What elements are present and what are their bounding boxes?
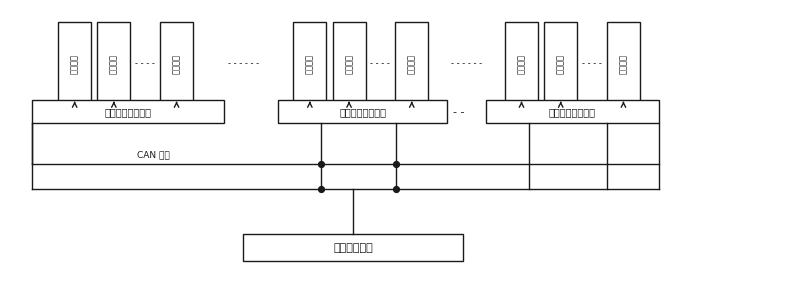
Bar: [58, 22, 91, 106]
Text: 电池模块: 电池模块: [345, 54, 354, 74]
Text: 电池模块: 电池模块: [110, 54, 118, 74]
Text: 电池模块: 电池模块: [306, 54, 314, 74]
Bar: [98, 22, 130, 106]
Text: - - - -: - - - -: [135, 59, 155, 68]
Text: 远程数据采集单元: 远程数据采集单元: [339, 107, 386, 117]
Text: 电池模块: 电池模块: [407, 54, 416, 74]
Text: 远程数据采集单元: 远程数据采集单元: [104, 107, 151, 117]
Bar: [607, 22, 640, 106]
Text: 电池管理模块: 电池管理模块: [333, 243, 373, 253]
Text: 电池模块: 电池模块: [70, 54, 79, 74]
Text: 电池模块: 电池模块: [517, 54, 526, 74]
Bar: [278, 100, 447, 123]
Bar: [505, 22, 538, 106]
Text: - - - -: - - - -: [582, 59, 602, 68]
Text: 远程数据采集单元: 远程数据采集单元: [549, 107, 596, 117]
Bar: [243, 234, 462, 261]
Bar: [294, 22, 326, 106]
Text: 电池模块: 电池模块: [556, 54, 566, 74]
Bar: [31, 100, 224, 123]
Bar: [544, 22, 577, 106]
Text: 电池模块: 电池模块: [172, 54, 181, 74]
Text: 电池模块: 电池模块: [619, 54, 628, 74]
Bar: [333, 22, 366, 106]
Text: - - - - - -: - - - - - -: [228, 59, 258, 68]
Text: - - - -: - - - -: [370, 59, 390, 68]
Text: - - - - - -: - - - - - -: [451, 59, 482, 68]
Bar: [160, 22, 193, 106]
Bar: [395, 22, 428, 106]
Text: CAN 总线: CAN 总线: [137, 151, 170, 160]
Bar: [486, 100, 658, 123]
Text: - -: - -: [453, 107, 465, 117]
